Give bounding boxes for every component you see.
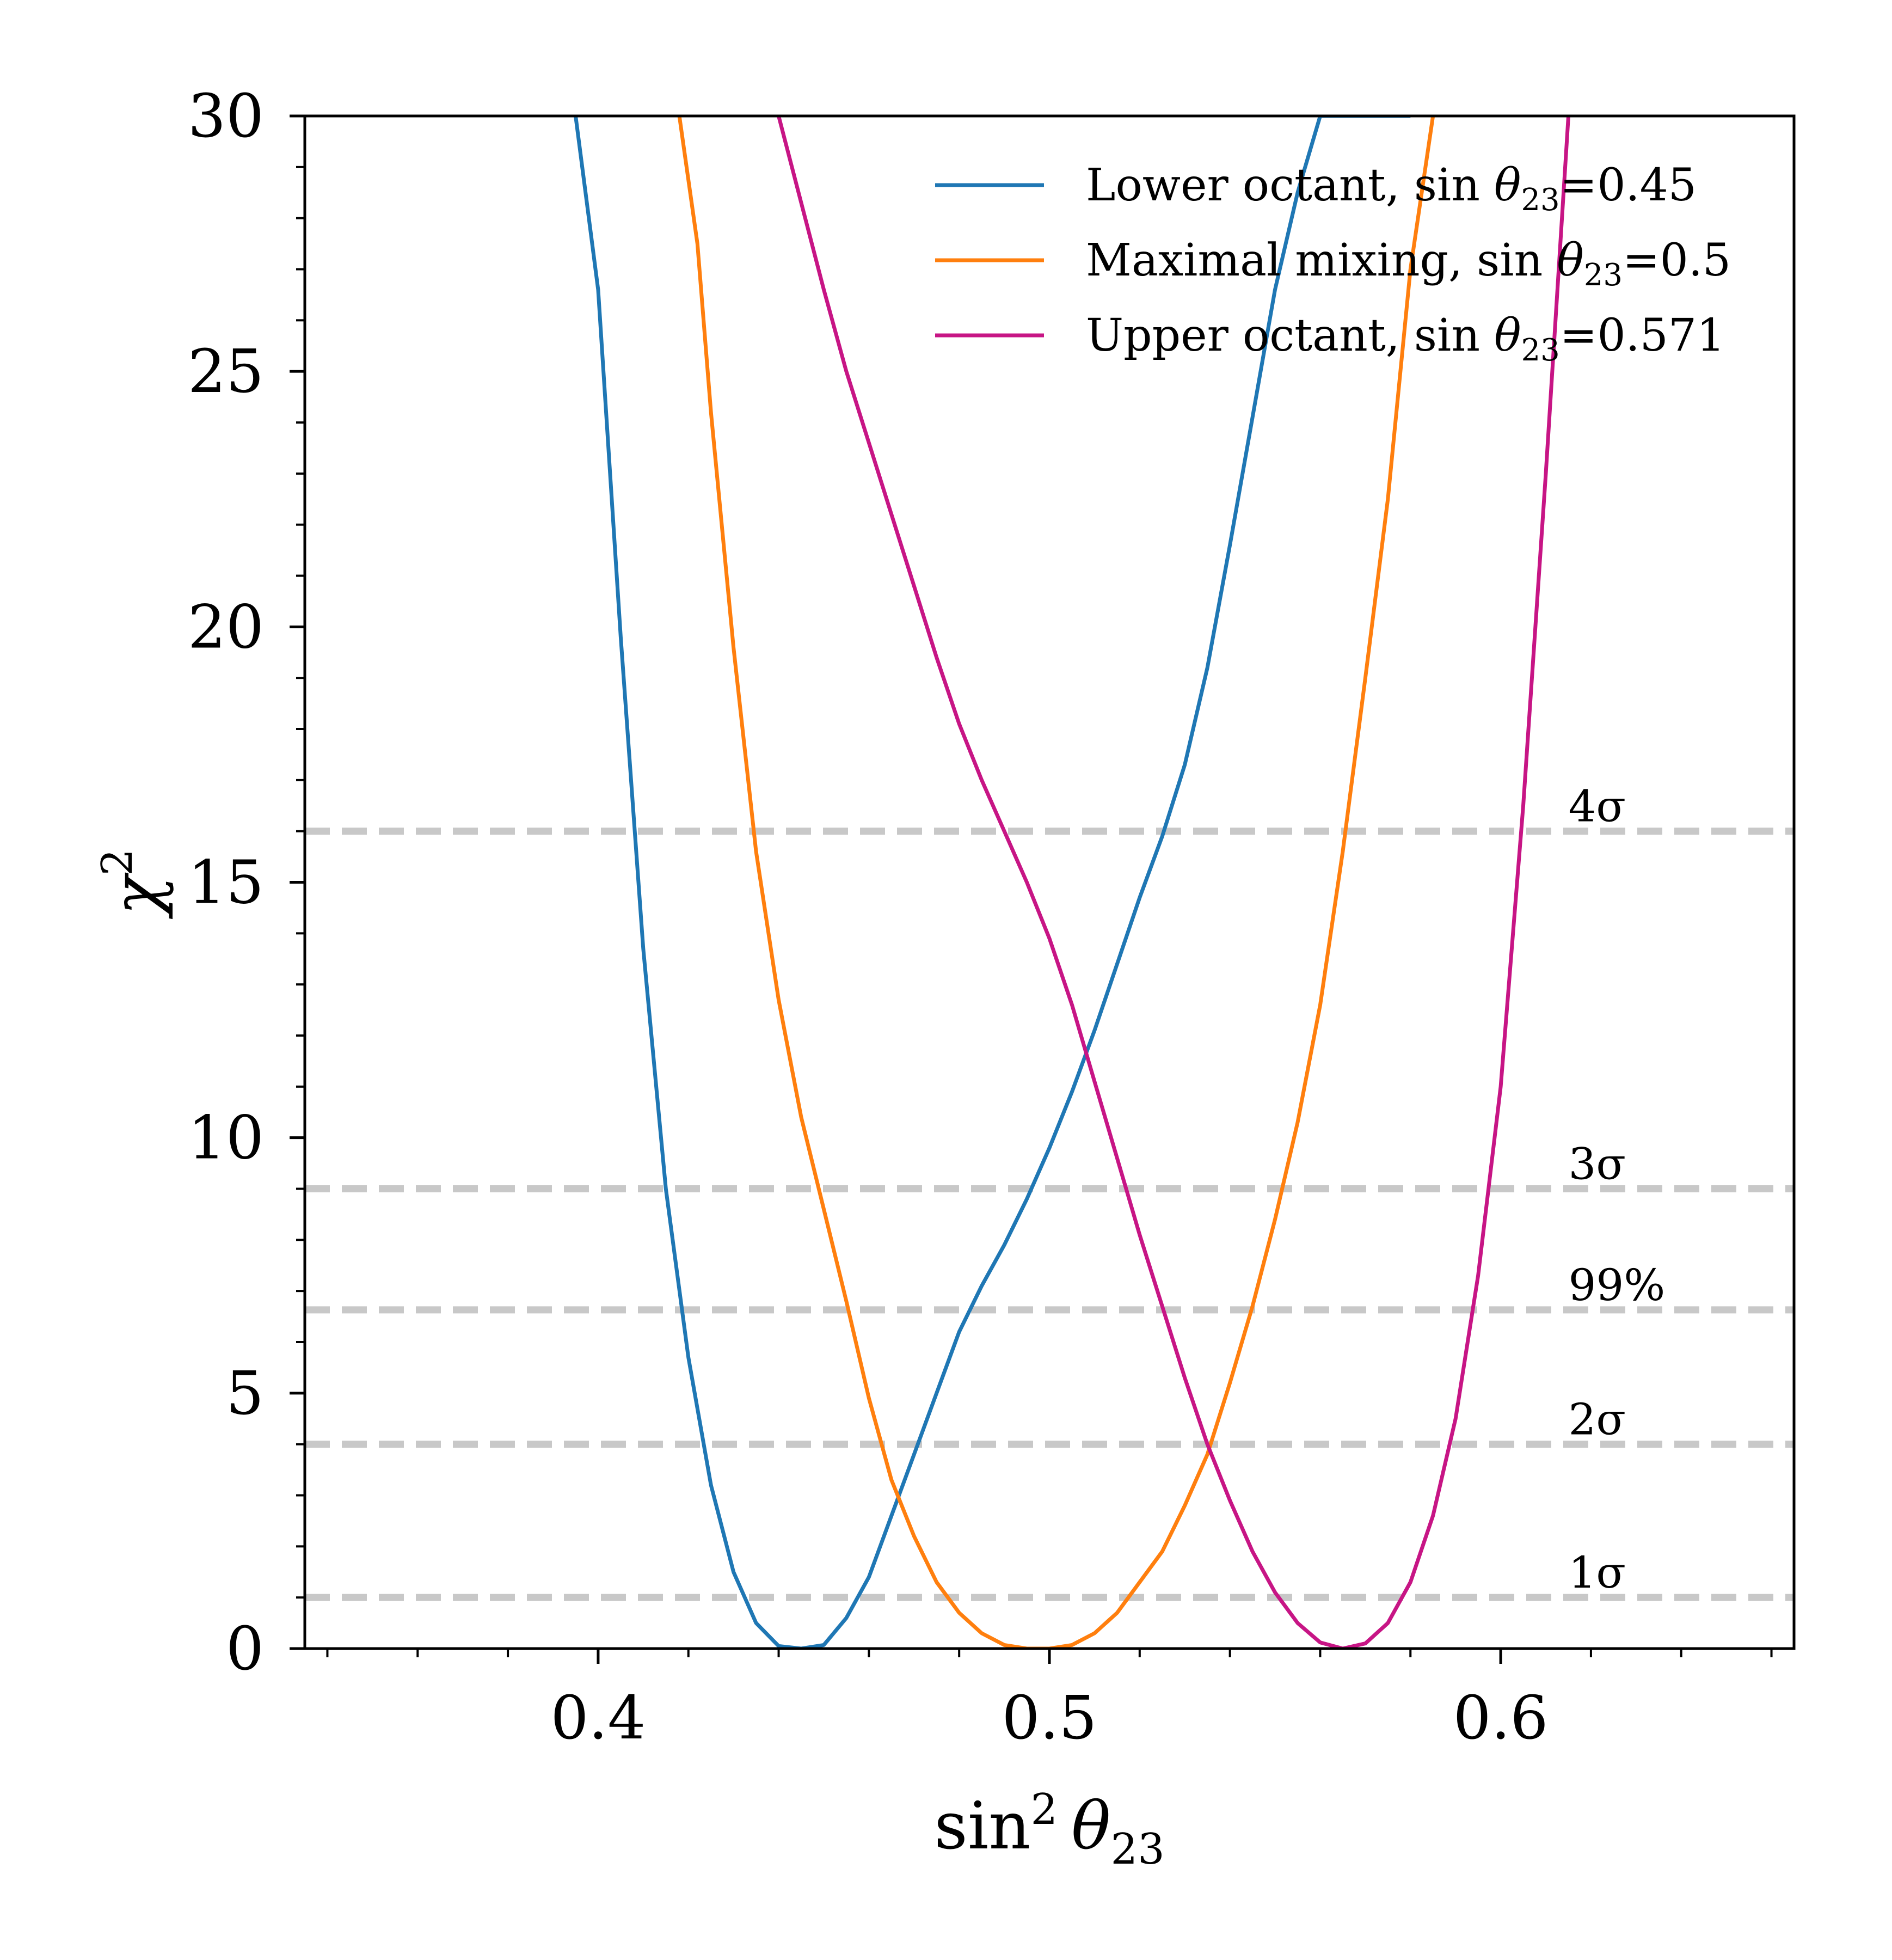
x-axis-label-sub: 23 xyxy=(1110,1825,1164,1874)
y-tick-label-5: 25 xyxy=(188,336,264,406)
legend-label-value-1: =0.5 xyxy=(1623,235,1731,286)
series-line-0 xyxy=(574,116,1411,1649)
legend-label-text-2: Upper octant, sin xyxy=(1086,310,1494,362)
legend-label-1: Maximal mixing, sin θ23=0.5 xyxy=(1086,235,1731,293)
legend-label-theta-0: θ xyxy=(1494,160,1521,211)
legend-label-value-0: =0.45 xyxy=(1560,160,1697,211)
reference-lines xyxy=(305,828,1794,1601)
legend-label-sub-0: 23 xyxy=(1521,182,1559,218)
y-axis-label-main: χ xyxy=(99,872,175,919)
y-axis-label-sup: 2 xyxy=(93,849,142,876)
x-axis-label-sup: 2 xyxy=(1031,1785,1058,1834)
reference-label-1: 2σ xyxy=(1568,1394,1626,1445)
reference-label-0: 1σ xyxy=(1568,1547,1626,1598)
series-line-2 xyxy=(777,116,1570,1649)
legend-label-theta-2: θ xyxy=(1494,310,1521,362)
legend-label-theta-1: θ xyxy=(1557,235,1583,286)
y-tick-label-1: 5 xyxy=(226,1358,264,1428)
legend-label-text-1: Maximal mixing, sin xyxy=(1086,235,1557,286)
axes: 0.4 0.5 0.6 0 5 10 15 20 25 30 xyxy=(188,81,1796,1753)
legend-label-value-2: =0.571 xyxy=(1560,310,1725,362)
y-tick-label-0: 0 xyxy=(226,1614,264,1683)
reference-label-3: 3σ xyxy=(1568,1139,1626,1190)
x-axis-label: sin2 θ23 xyxy=(934,1785,1164,1874)
series-lines xyxy=(574,116,1570,1649)
legend-label-2: Upper octant, sin θ23=0.571 xyxy=(1086,310,1725,368)
x-axis-label-theta: θ xyxy=(1071,1788,1110,1864)
legend-label-sub-1: 23 xyxy=(1584,258,1623,293)
legend-label-sub-2: 23 xyxy=(1521,333,1559,368)
legend-label-0: Lower octant, sin θ23=0.45 xyxy=(1086,160,1697,218)
x-tick-label-1: 0.5 xyxy=(1002,1683,1097,1753)
reference-label-2: 99% xyxy=(1568,1260,1665,1310)
y-tick-label-6: 30 xyxy=(188,81,264,151)
y-tick-label-4: 20 xyxy=(188,592,264,661)
x-tick-label-0: 0.4 xyxy=(550,1683,646,1753)
reference-label-4: 4σ xyxy=(1568,781,1626,832)
x-axis-label-main: sin xyxy=(934,1788,1030,1864)
legend-label-text-0: Lower octant, sin xyxy=(1086,160,1494,211)
y-axis-label: χ2 xyxy=(93,849,175,919)
reference-labels: 1σ 2σ 99% 3σ 4σ xyxy=(1568,781,1665,1598)
x-tick-label-2: 0.6 xyxy=(1453,1683,1549,1753)
y-tick-label-3: 15 xyxy=(188,848,264,917)
y-tick-label-2: 10 xyxy=(188,1103,264,1173)
series-line-1 xyxy=(677,116,1435,1649)
